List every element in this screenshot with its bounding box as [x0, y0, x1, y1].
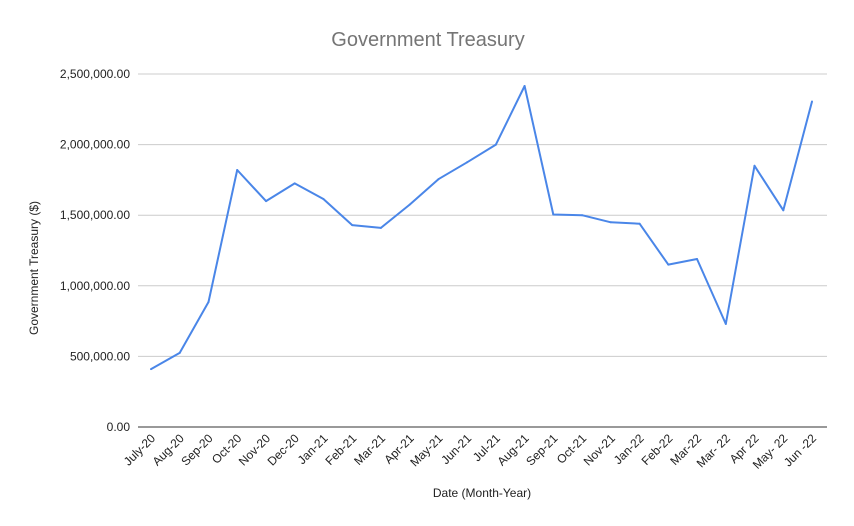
x-tick-label: Jun -22 [781, 431, 819, 469]
series-line [150, 85, 813, 370]
y-tick-label: 500,000.00 [70, 349, 130, 363]
data-point [552, 213, 555, 216]
data-point [236, 169, 239, 171]
data-point [265, 200, 267, 203]
x-tick-label: Dec-20 [265, 431, 302, 468]
x-tick-label: Feb-21 [323, 431, 360, 468]
x-axis-title: Date (Month-Year) [433, 486, 531, 500]
data-point [178, 351, 181, 354]
data-point [322, 198, 325, 200]
y-axis-title: Government Treasury ($) [27, 201, 41, 335]
data-point [437, 178, 440, 181]
x-tick-label: Jun-21 [438, 431, 474, 467]
data-point [696, 258, 698, 260]
y-tick-label: 1,000,000.00 [60, 279, 130, 293]
data-point [811, 100, 813, 103]
data-point [523, 85, 526, 87]
data-point [753, 164, 756, 167]
series-layer [150, 85, 813, 371]
data-point [724, 322, 727, 325]
x-tick-label: Nov-21 [581, 431, 618, 468]
x-tick-label: Sep-21 [523, 431, 560, 468]
data-point [408, 203, 411, 206]
data-point [782, 209, 785, 212]
chart-title: Government Treasury [331, 29, 524, 51]
data-point [494, 143, 497, 146]
x-tick-label: Sep-20 [178, 431, 215, 468]
data-point [638, 222, 641, 225]
x-tick-label: Feb-22 [639, 431, 676, 468]
data-point [466, 161, 469, 164]
gridlines [138, 73, 827, 428]
data-point [609, 221, 612, 224]
y-tick-label: 1,500,000.00 [60, 208, 130, 222]
data-point [379, 226, 382, 229]
x-axis-ticks: July-20Aug-20Sep-20Oct-20Nov-20Dec-20Jan… [121, 431, 819, 472]
y-axis-ticks: 0.00 500,000.00 1,000,000.00 1,500,000.00 2,… [60, 67, 130, 434]
data-point [293, 182, 296, 185]
data-point [207, 301, 210, 303]
y-tick-label: 2,000,000.00 [60, 138, 130, 152]
y-tick-label: 0.00 [107, 420, 131, 434]
data-point [581, 214, 584, 217]
data-point [150, 368, 152, 371]
data-point [667, 263, 670, 266]
x-tick-label: Mar-21 [351, 431, 388, 468]
y-tick-label: 2,500,000.00 [60, 67, 130, 81]
data-point [351, 224, 354, 227]
x-tick-label: May-21 [407, 431, 445, 469]
